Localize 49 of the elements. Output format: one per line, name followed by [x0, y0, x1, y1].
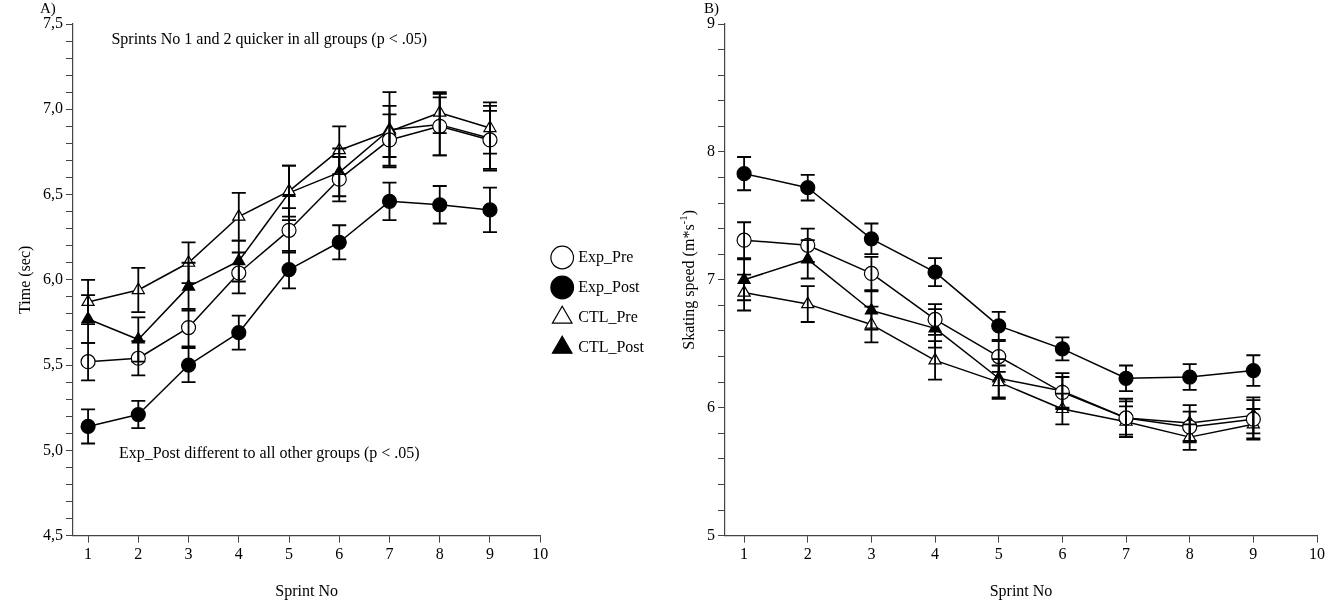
x-tick-label: 1: [84, 545, 93, 563]
x-tick-label: 3: [184, 545, 193, 563]
x-axis-title: Sprint No: [275, 581, 338, 600]
x-tick-label: 10: [1309, 545, 1325, 563]
y-tick-label: 5: [707, 525, 715, 543]
y-tick-label: 4,5: [43, 525, 63, 543]
y-axis-title: Time (sec): [16, 245, 35, 314]
x-tick-label: 4: [234, 545, 243, 563]
x-tick-label: 9: [485, 545, 494, 563]
legend-label: Exp_Post: [578, 277, 641, 296]
x-tick-label: 7: [385, 545, 394, 563]
point: [180, 357, 197, 373]
chart-title: B): [704, 0, 719, 17]
x-tick-label: 9: [1249, 545, 1258, 563]
y-tick-label: 8: [707, 142, 715, 160]
y-tick-label: 9: [707, 14, 715, 32]
annotation: Sprints No 1 and 2 quicker in all groups (p < .05): [111, 30, 428, 49]
x-tick-label: 4: [931, 545, 940, 563]
point: [381, 132, 398, 148]
point: [180, 319, 197, 336]
x-tick-label: 5: [285, 545, 294, 563]
point: [381, 193, 398, 209]
y-tick-label: 5,5: [43, 355, 63, 373]
annotation: Exp_Post different to all other groups (p < .05): [118, 443, 420, 462]
x-tick-label: 10: [532, 545, 549, 563]
x-tick-label: 3: [867, 545, 876, 563]
x-tick-label: 8: [435, 545, 444, 563]
chart-title: A): [40, 0, 56, 17]
x-tick-label: 1: [740, 545, 749, 563]
legend-label: CTL_Post: [578, 337, 645, 355]
x-tick-label: 8: [1185, 545, 1194, 563]
y-tick-label: 5,0: [43, 440, 63, 458]
x-tick-label: 6: [1058, 545, 1067, 563]
y-tick-label: 6,5: [43, 184, 63, 202]
legend-label: CTL_Pre: [578, 307, 638, 325]
y-tick-label: 6,0: [43, 270, 63, 287]
x-tick-label: 5: [994, 545, 1003, 563]
y-tick-label: 7: [707, 270, 715, 287]
x-axis-title: Sprint No: [989, 581, 1053, 600]
y-tick-label: 7,0: [43, 99, 63, 117]
point: [863, 265, 880, 281]
x-tick-label: 7: [1122, 545, 1131, 563]
legend-label: Exp_Pre: [578, 247, 634, 266]
point: [863, 231, 880, 247]
y-axis-title: Skating speed (m*s-1): [676, 209, 699, 350]
x-tick-label: 2: [134, 545, 143, 563]
x-tick-label: 6: [335, 545, 344, 563]
y-tick-label: 6: [707, 397, 715, 415]
x-tick-label: 2: [803, 545, 812, 563]
